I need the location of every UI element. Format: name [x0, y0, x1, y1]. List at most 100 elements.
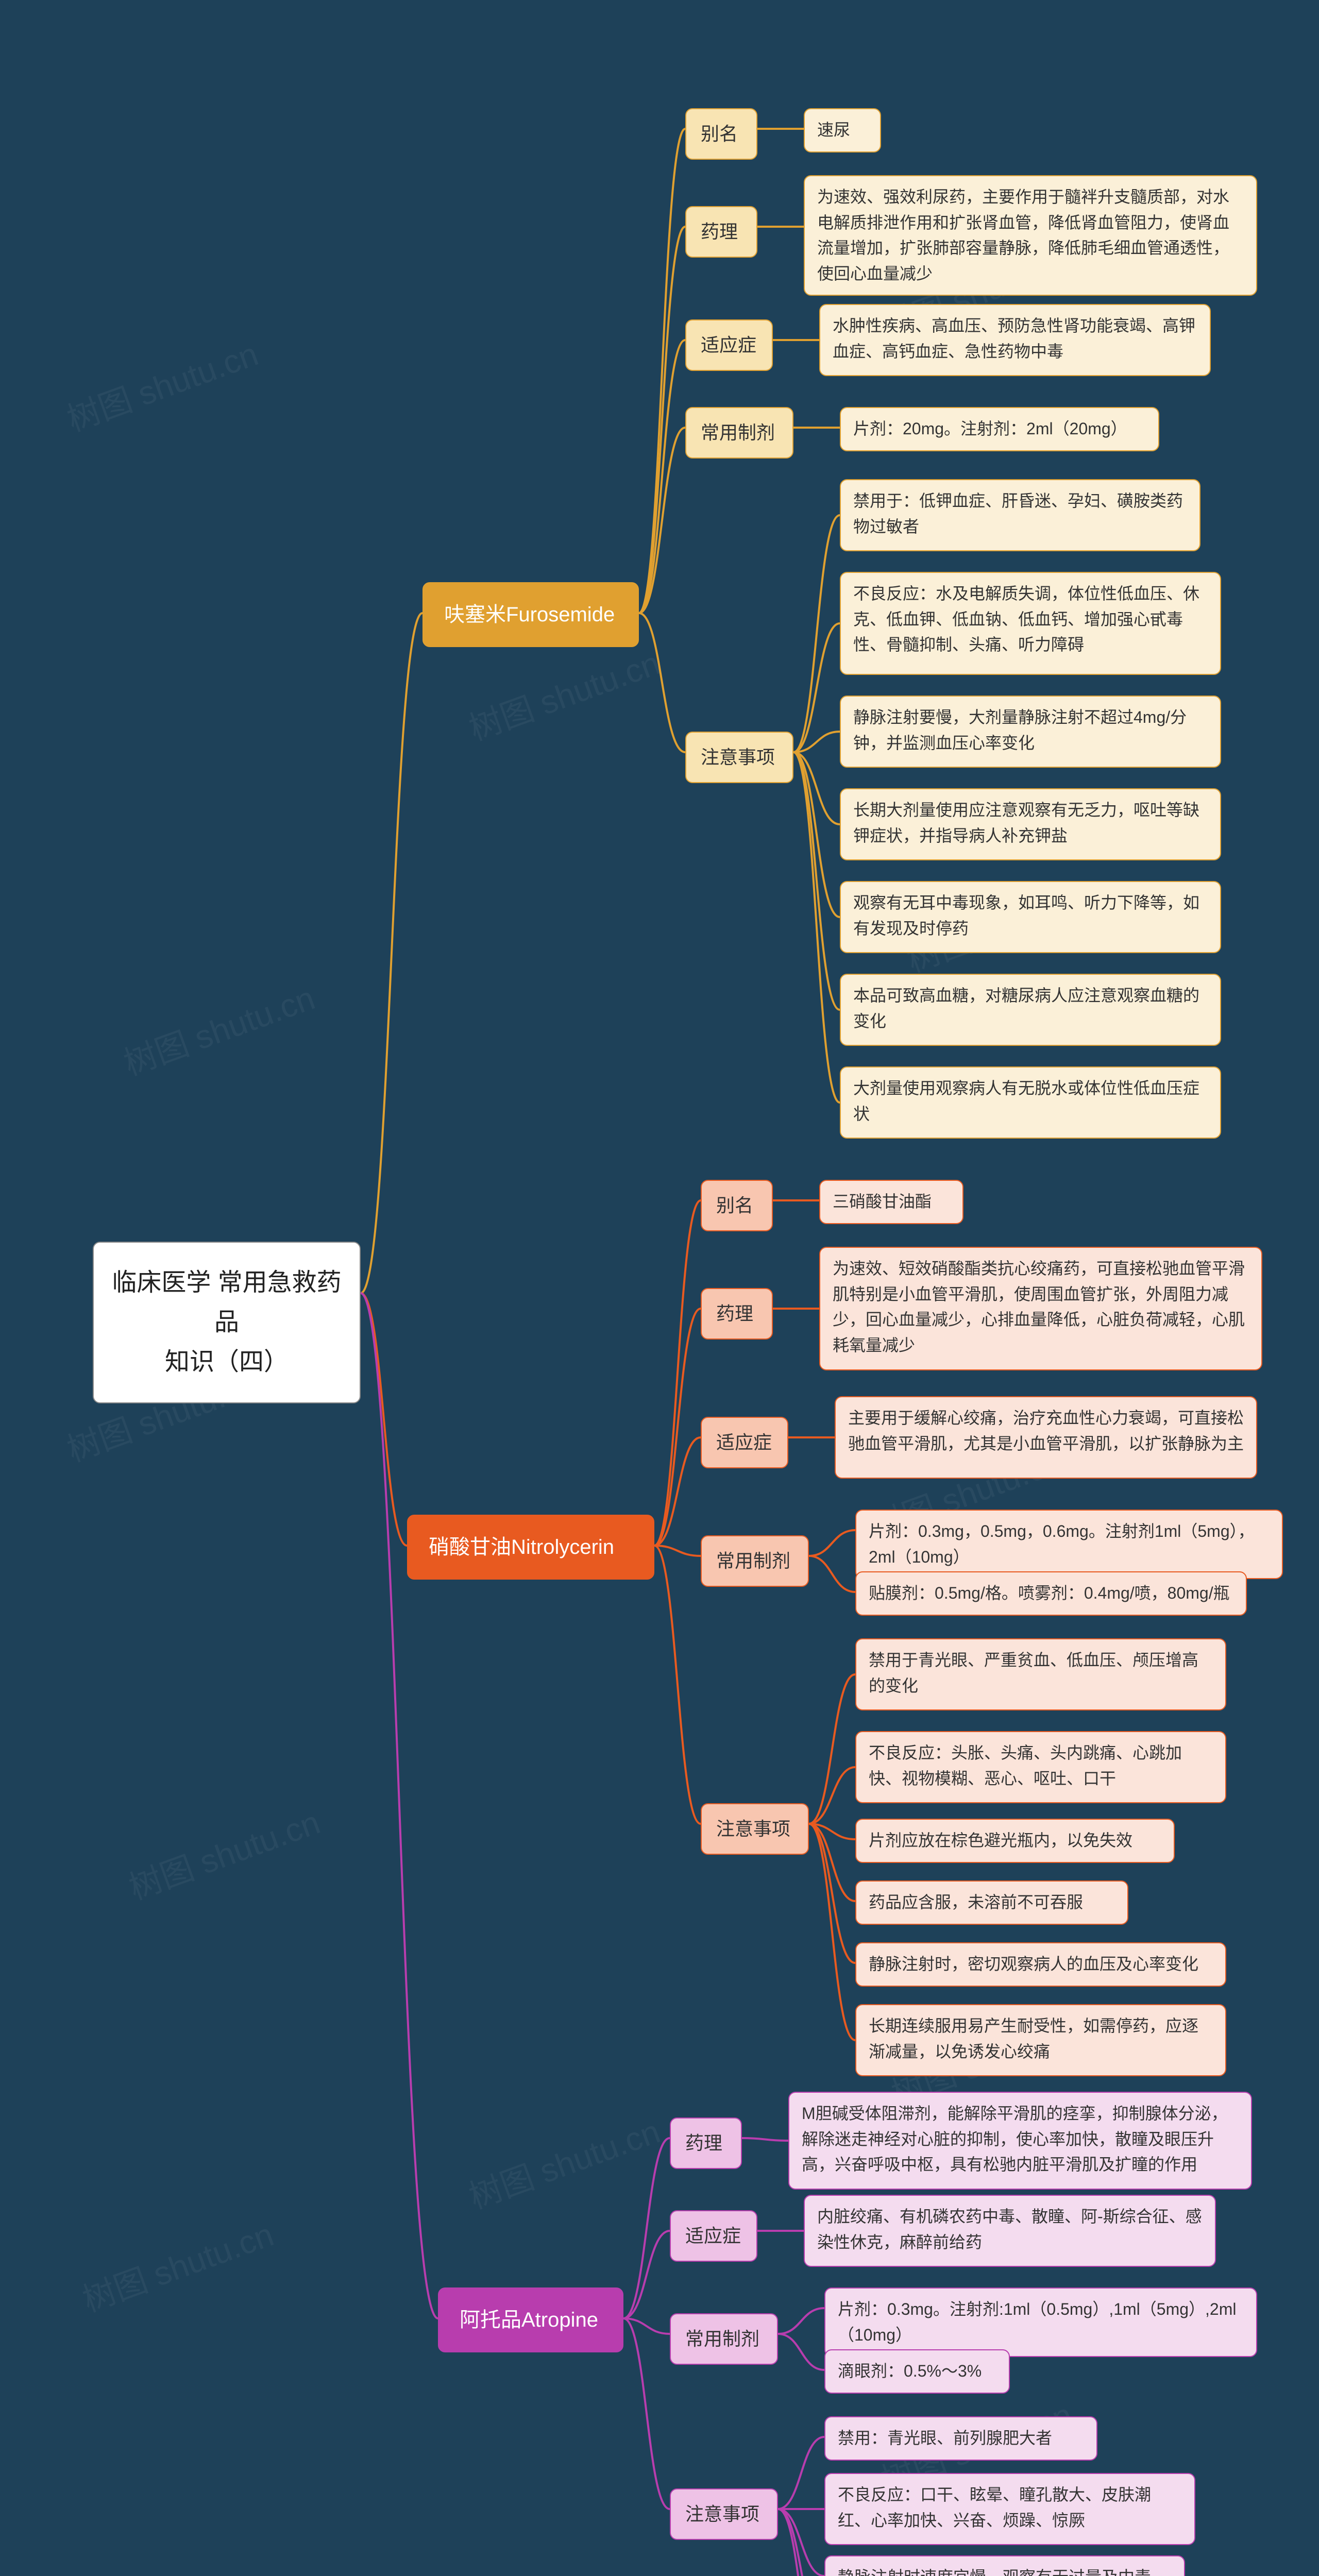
leaf-text: 片剂：0.3mg。注射剂:1ml（0.5mg）,1ml（5mg）,2ml（10m… [838, 2300, 1237, 2344]
leaf-node: 贴膜剂：0.5mg/格。喷雾剂：0.4mg/喷，80mg/瓶 [855, 1571, 1247, 1616]
leaf-node: 片剂应放在棕色避光瓶内，以免失效 [855, 1819, 1175, 1863]
leaf-text: 本品可致高血糖，对糖尿病人应注意观察血糖的变化 [853, 986, 1199, 1030]
leaf-text: 药品应含服，未溶前不可吞服 [869, 1893, 1083, 1911]
category-node: 适应症 [701, 1417, 788, 1468]
branch-label: 阿托品Atropine [460, 2309, 598, 2331]
category-node: 别名 [701, 1180, 773, 1231]
leaf-node: 片剂：0.3mg，0.5mg，0.6mg。注射剂1ml（5mg），2ml（10m… [855, 1510, 1283, 1579]
leaf-text: 内脏绞痛、有机磷农药中毒、散瞳、阿-斯综合征、感染性休克，麻醉前给药 [817, 2207, 1202, 2251]
leaf-text: 长期连续服用易产生耐受性，如需停药，应逐渐减量，以免诱发心绞痛 [869, 2016, 1198, 2061]
leaf-text: 不良反应：口干、眩晕、瞳孔散大、皮肤潮红、心率加快、兴奋、烦躁、惊厥 [838, 2485, 1151, 2530]
leaf-text: 水肿性疾病、高血压、预防急性肾功能衰竭、高钾血症、高钙血症、急性药物中毒 [833, 316, 1195, 361]
category-node: 别名 [685, 108, 757, 160]
category-label: 注意事项 [716, 1818, 790, 1839]
leaf-node: 长期大剂量使用应注意观察有无乏力，呕吐等缺钾症状，并指导病人补充钾盐 [840, 788, 1221, 860]
category-label: 常用制剂 [716, 1550, 790, 1571]
leaf-node: 滴眼剂：0.5%～3% [824, 2349, 1010, 2394]
category-label: 注意事项 [701, 747, 775, 768]
watermark: 树图 shutu.cn [462, 637, 666, 750]
leaf-node: 主要用于缓解心绞痛，治疗充血性心力衰竭，可直接松驰血管平滑肌，尤其是小血管平滑肌… [835, 1396, 1257, 1479]
category-node: 注意事项 [701, 1803, 809, 1855]
category-label: 药理 [716, 1303, 753, 1324]
category-node: 药理 [701, 1288, 773, 1340]
category-node: 适应症 [685, 319, 773, 371]
branch-node: 呋塞米Furosemide [422, 582, 639, 647]
category-label: 常用制剂 [701, 422, 775, 443]
leaf-text: 片剂：20mg。注射剂：2ml（20mg） [853, 419, 1127, 438]
leaf-text: 主要用于缓解心绞痛，治疗充血性心力衰竭，可直接松驰血管平滑肌，尤其是小血管平滑肌… [848, 1409, 1244, 1453]
category-label: 药理 [701, 221, 738, 242]
category-label: 适应症 [716, 1432, 772, 1453]
leaf-text: 观察有无耳中毒现象，如耳鸣、听力下降等，如有发现及时停药 [853, 893, 1199, 938]
category-node: 常用制剂 [670, 2313, 778, 2365]
leaf-text: 禁用于：低钾血症、肝昏迷、孕妇、磺胺类药物过敏者 [853, 492, 1183, 536]
leaf-text: 静脉注射时，密切观察病人的血压及心率变化 [869, 1955, 1198, 1973]
leaf-node: 禁用：青光眼、前列腺肥大者 [824, 2416, 1097, 2461]
leaf-text: M胆碱受体阻滞剂，能解除平滑肌的痉挛，抑制腺体分泌，解除迷走神经对心脏的抑制，使… [802, 2104, 1228, 2174]
leaf-text: 片剂应放在棕色避光瓶内，以免失效 [869, 1831, 1132, 1850]
leaf-node: 片剂：20mg。注射剂：2ml（20mg） [840, 407, 1159, 451]
leaf-node: 为速效、短效硝酸酯类抗心绞痛药，可直接松驰血管平滑肌特别是小血管平滑肌，使周围血… [819, 1247, 1262, 1370]
branch-label: 硝酸甘油Nitrolycerin [429, 1536, 614, 1558]
leaf-node: 静脉注射时速度宜慢，观察有无过量及中毒 [824, 2555, 1185, 2576]
category-label: 注意事项 [685, 2503, 759, 2524]
category-label: 别名 [716, 1195, 753, 1216]
leaf-node: 速尿 [804, 108, 881, 152]
branch-label: 呋塞米Furosemide [444, 603, 615, 626]
category-node: 药理 [685, 206, 757, 258]
category-node: 药理 [670, 2117, 742, 2169]
leaf-node: 本品可致高血糖，对糖尿病人应注意观察血糖的变化 [840, 974, 1221, 1046]
category-node: 注意事项 [685, 732, 793, 783]
watermark: 树图 shutu.cn [75, 2208, 279, 2321]
leaf-node: 长期连续服用易产生耐受性，如需停药，应逐渐减量，以免诱发心绞痛 [855, 2004, 1226, 2076]
leaf-node: 内脏绞痛、有机磷农药中毒、散瞳、阿-斯综合征、感染性休克，麻醉前给药 [804, 2195, 1216, 2267]
leaf-text: 禁用于青光眼、严重贫血、低血压、颅压增高的变化 [869, 1651, 1198, 1695]
leaf-node: 不良反应：头胀、头痛、头内跳痛、心跳加快、视物模糊、恶心、呕吐、口干 [855, 1731, 1226, 1803]
category-node: 常用制剂 [701, 1535, 809, 1587]
category-label: 适应症 [701, 334, 756, 355]
leaf-text: 为速效、强效利尿药，主要作用于髓袢升支髓质部，对水电解质排泄作用和扩张肾血管，降… [817, 188, 1229, 283]
leaf-node: 观察有无耳中毒现象，如耳鸣、听力下降等，如有发现及时停药 [840, 881, 1221, 953]
category-node: 适应症 [670, 2210, 757, 2262]
leaf-text: 不良反应：头胀、头痛、头内跳痛、心跳加快、视物模糊、恶心、呕吐、口干 [869, 1743, 1182, 1788]
leaf-node: M胆碱受体阻滞剂，能解除平滑肌的痉挛，抑制腺体分泌，解除迷走神经对心脏的抑制，使… [788, 2092, 1252, 2190]
root-title-line: 临床医学 常用急救药品 [111, 1263, 342, 1343]
leaf-node: 禁用于：低钾血症、肝昏迷、孕妇、磺胺类药物过敏者 [840, 479, 1200, 551]
category-label: 药理 [685, 2132, 722, 2154]
leaf-node: 三硝酸甘油酯 [819, 1180, 963, 1224]
leaf-text: 禁用：青光眼、前列腺肥大者 [838, 2429, 1052, 2447]
leaf-node: 大剂量使用观察病人有无脱水或体位性低血压症状 [840, 1066, 1221, 1139]
root-node: 临床医学 常用急救药品知识（四） [93, 1242, 361, 1403]
leaf-text: 滴眼剂：0.5%～3% [838, 2362, 982, 2380]
leaf-node: 静脉注射时，密切观察病人的血压及心率变化 [855, 1942, 1226, 1987]
root-title-line: 知识（四） [111, 1343, 342, 1382]
branch-node: 硝酸甘油Nitrolycerin [407, 1515, 654, 1580]
leaf-text: 三硝酸甘油酯 [833, 1192, 932, 1211]
leaf-node: 不良反应：口干、眩晕、瞳孔散大、皮肤潮红、心率加快、兴奋、烦躁、惊厥 [824, 2473, 1195, 2545]
leaf-node: 水肿性疾病、高血压、预防急性肾功能衰竭、高钾血症、高钙血症、急性药物中毒 [819, 304, 1211, 376]
category-node: 常用制剂 [685, 407, 793, 459]
leaf-text: 速尿 [817, 121, 850, 139]
leaf-node: 片剂：0.3mg。注射剂:1ml（0.5mg）,1ml（5mg）,2ml（10m… [824, 2287, 1257, 2357]
leaf-node: 静脉注射要慢，大剂量静脉注射不超过4mg/分钟，并监测血压心率变化 [840, 696, 1221, 768]
category-node: 注意事项 [670, 2488, 778, 2540]
leaf-text: 大剂量使用观察病人有无脱水或体位性低血压症状 [853, 1079, 1199, 1123]
category-label: 适应症 [685, 2225, 741, 2246]
leaf-text: 静脉注射要慢，大剂量静脉注射不超过4mg/分钟，并监测血压心率变化 [853, 708, 1187, 752]
branch-node: 阿托品Atropine [438, 2287, 623, 2352]
leaf-text: 片剂：0.3mg，0.5mg，0.6mg。注射剂1ml（5mg），2ml（10m… [869, 1522, 1255, 1566]
leaf-text: 为速效、短效硝酸酯类抗心绞痛药，可直接松驰血管平滑肌特别是小血管平滑肌，使周围血… [833, 1259, 1245, 1354]
leaf-text: 静脉注射时速度宜慢，观察有无过量及中毒 [838, 2568, 1151, 2576]
watermark: 树图 shutu.cn [116, 972, 320, 1084]
mindmap-canvas: 树图 shutu.cn 树图 shutu.cn 树图 shutu.cn 树图 shut… [0, 0, 1319, 2576]
leaf-node: 不良反应：水及电解质失调，体位性低血压、休克、低血钾、低血钠、低血钙、增加强心甙… [840, 572, 1221, 675]
category-label: 别名 [701, 123, 738, 144]
watermark: 树图 shutu.cn [462, 2105, 666, 2218]
watermark: 树图 shutu.cn [60, 328, 264, 440]
leaf-node: 药品应含服，未溶前不可吞服 [855, 1880, 1128, 1925]
leaf-text: 长期大剂量使用应注意观察有无乏力，呕吐等缺钾症状，并指导病人补充钾盐 [853, 801, 1199, 845]
leaf-text: 不良反应：水及电解质失调，体位性低血压、休克、低血钾、低血钠、低血钙、增加强心甙… [853, 584, 1199, 654]
watermark: 树图 shutu.cn [122, 1796, 326, 1909]
leaf-node: 为速效、强效利尿药，主要作用于髓袢升支髓质部，对水电解质排泄作用和扩张肾血管，降… [804, 175, 1257, 296]
category-label: 常用制剂 [685, 2328, 759, 2349]
